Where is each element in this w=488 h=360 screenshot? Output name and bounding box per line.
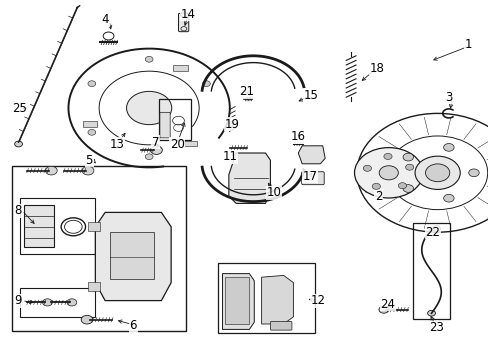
Bar xyxy=(24,205,54,247)
Bar xyxy=(159,99,190,140)
FancyBboxPatch shape xyxy=(301,172,324,185)
FancyBboxPatch shape xyxy=(160,112,170,138)
Circle shape xyxy=(88,130,96,135)
Polygon shape xyxy=(95,212,171,301)
Bar xyxy=(88,222,100,231)
Text: 3: 3 xyxy=(444,91,451,104)
Text: 11: 11 xyxy=(222,150,237,163)
Bar xyxy=(412,223,449,319)
Text: 16: 16 xyxy=(290,130,305,143)
Text: 20: 20 xyxy=(169,138,184,150)
Bar xyxy=(182,141,197,147)
Text: 7: 7 xyxy=(151,136,159,149)
Bar xyxy=(20,198,95,254)
Bar xyxy=(224,277,249,324)
Text: 12: 12 xyxy=(310,294,325,307)
Circle shape xyxy=(405,164,413,170)
Circle shape xyxy=(363,165,371,171)
Circle shape xyxy=(378,166,398,180)
Circle shape xyxy=(67,299,77,306)
Circle shape xyxy=(402,153,413,161)
Text: 9: 9 xyxy=(15,294,22,307)
Bar xyxy=(110,232,154,279)
Circle shape xyxy=(42,299,52,306)
Text: 23: 23 xyxy=(428,321,443,334)
Text: 22: 22 xyxy=(425,226,440,239)
FancyBboxPatch shape xyxy=(270,321,291,330)
Circle shape xyxy=(150,146,162,154)
Text: 4: 4 xyxy=(102,13,109,26)
Circle shape xyxy=(398,183,406,189)
Bar xyxy=(20,288,95,317)
Circle shape xyxy=(45,166,57,175)
Circle shape xyxy=(414,156,459,189)
Circle shape xyxy=(378,306,388,313)
Bar xyxy=(88,282,100,291)
Polygon shape xyxy=(261,275,293,324)
Circle shape xyxy=(425,164,449,182)
Text: 17: 17 xyxy=(302,170,317,183)
Circle shape xyxy=(81,315,93,324)
Circle shape xyxy=(88,81,96,86)
Circle shape xyxy=(383,153,391,159)
Circle shape xyxy=(15,141,22,147)
Bar xyxy=(82,121,97,127)
Circle shape xyxy=(82,166,94,175)
Text: 19: 19 xyxy=(224,118,240,131)
Text: 2: 2 xyxy=(374,190,382,203)
Circle shape xyxy=(443,194,453,202)
Polygon shape xyxy=(228,153,270,203)
Text: 24: 24 xyxy=(380,298,395,311)
Text: 18: 18 xyxy=(368,62,383,75)
Text: 14: 14 xyxy=(181,8,196,21)
Text: 10: 10 xyxy=(266,186,281,199)
Text: 8: 8 xyxy=(15,204,22,217)
Circle shape xyxy=(468,169,478,177)
Polygon shape xyxy=(222,274,254,329)
Text: 1: 1 xyxy=(464,39,471,51)
Text: 5: 5 xyxy=(85,154,93,167)
Bar xyxy=(173,65,187,71)
Circle shape xyxy=(371,183,380,189)
Text: 21: 21 xyxy=(239,85,254,98)
Text: 15: 15 xyxy=(303,89,317,102)
Circle shape xyxy=(202,81,210,86)
Circle shape xyxy=(354,148,422,198)
Text: 6: 6 xyxy=(129,319,137,332)
Circle shape xyxy=(402,185,413,192)
Circle shape xyxy=(145,57,153,62)
Circle shape xyxy=(443,144,453,151)
Circle shape xyxy=(126,91,171,125)
Circle shape xyxy=(145,154,153,159)
Text: 25: 25 xyxy=(12,102,27,114)
Bar xyxy=(217,263,315,333)
Text: 13: 13 xyxy=(110,138,124,150)
FancyBboxPatch shape xyxy=(178,13,188,32)
Circle shape xyxy=(427,310,434,316)
Circle shape xyxy=(432,226,439,231)
Bar xyxy=(12,166,185,331)
Polygon shape xyxy=(298,146,325,164)
